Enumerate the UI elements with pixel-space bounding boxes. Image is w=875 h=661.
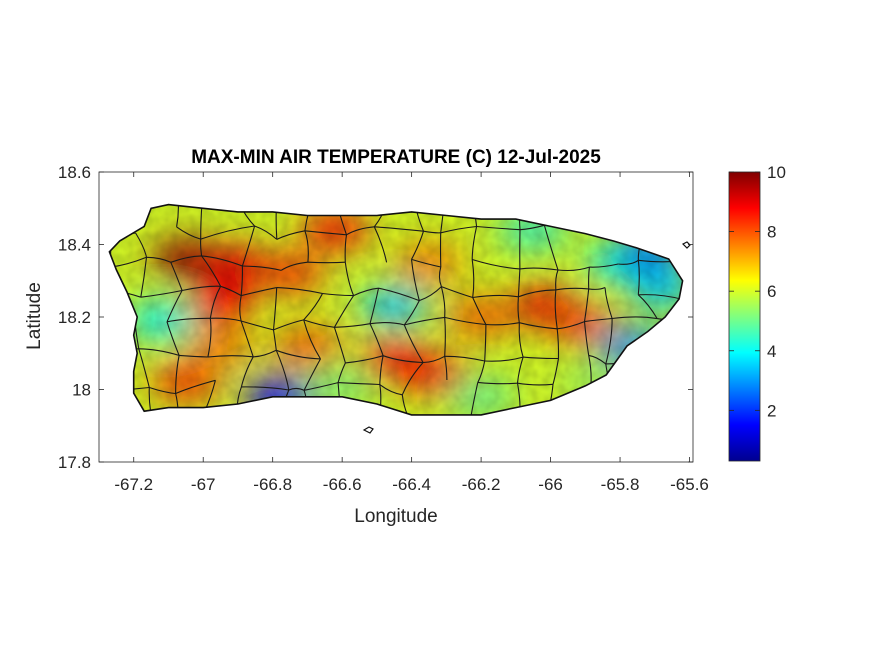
colorbar-gradient	[729, 172, 760, 461]
y-tick-label: 18	[72, 381, 91, 400]
y-tick-label: 18.6	[58, 163, 91, 182]
y-tick-label: 18.2	[58, 308, 91, 327]
colorbar-tick-label: 4	[767, 342, 776, 361]
colorbar-tick-label: 8	[767, 223, 776, 242]
y-tick-labels: 17.8 18 18.2 18.4 18.6	[58, 163, 91, 472]
colorbar-tick-label: 6	[767, 282, 776, 301]
municipality-border	[308, 262, 345, 263]
x-tick-label: -66.6	[323, 475, 362, 494]
x-tick-label: -67.2	[114, 475, 153, 494]
colorbar: 2 4 6 8 10	[729, 163, 786, 461]
chart-title: MAX-MIN AIR TEMPERATURE (C) 12-Jul-2025	[191, 147, 601, 168]
colorbar-tick-label: 2	[767, 401, 776, 420]
y-tick-label: 18.4	[58, 236, 91, 255]
x-tick-label: -66.8	[253, 475, 292, 494]
x-tick-label: -66	[538, 475, 563, 494]
municipality-border	[445, 317, 446, 356]
x-tick-label: -66.2	[462, 475, 501, 494]
x-tick-labels: -67.2 -67 -66.8 -66.6 -66.4 -66.2 -66 -6…	[114, 475, 709, 494]
x-axis-label: Longitude	[354, 506, 437, 527]
x-tick-label: -65.6	[670, 475, 709, 494]
y-tick-label: 17.8	[58, 453, 91, 472]
y-axis-label: Latitude	[24, 282, 45, 350]
x-tick-label: -65.8	[601, 475, 640, 494]
colorbar-tick-label: 10	[767, 163, 786, 182]
x-tick-label: -66.4	[392, 475, 431, 494]
x-tick-label: -67	[191, 475, 216, 494]
